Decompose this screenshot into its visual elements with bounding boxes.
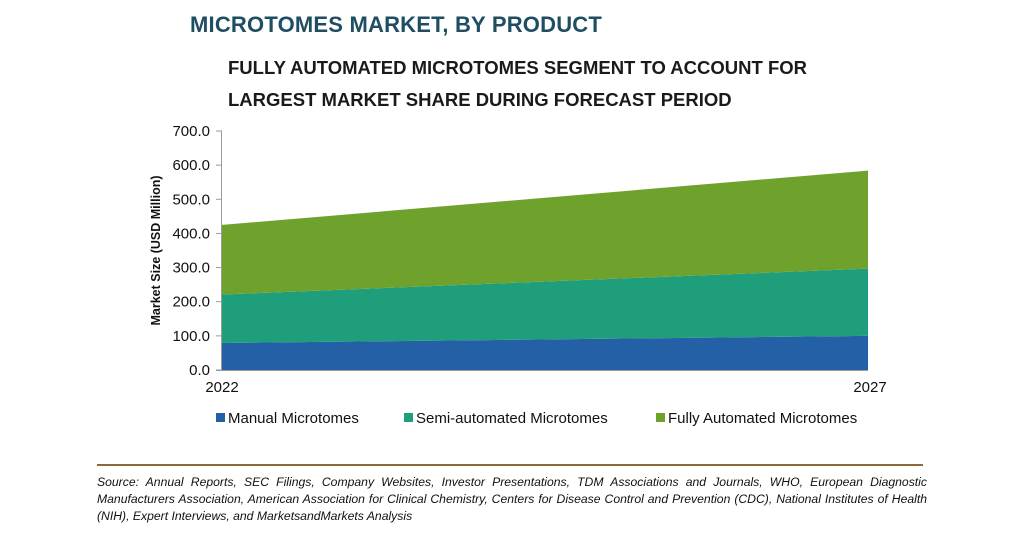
legend-label: Semi-automated Microtomes	[416, 410, 608, 427]
area-series-2	[222, 268, 868, 344]
y-tick-label: 600.0	[172, 157, 210, 174]
y-tick-label: 700.0	[172, 123, 210, 140]
y-tick-label: 200.0	[172, 294, 210, 311]
stacked-area-chart: 0.0 100.0 200.0 300.0 400.0 500.0 600.0 700.0 2…	[149, 123, 887, 427]
legend-label: Manual Microtomes	[228, 410, 359, 427]
y-tick-label: 300.0	[172, 260, 210, 277]
y-tick-label: 500.0	[172, 191, 210, 208]
area-series-1	[222, 335, 868, 370]
legend-item: Manual Microtomes	[216, 410, 359, 427]
legend-swatch	[656, 413, 665, 422]
chart-subtitle: FULLY AUTOMATED MICROTOMES SEGMENT TO AC…	[228, 57, 807, 110]
y-axis-ticks: 0.0 100.0 200.0 300.0 400.0 500.0 600.0 700.0	[172, 123, 222, 379]
legend-item: Semi-automated Microtomes	[404, 410, 608, 427]
source-divider	[97, 464, 923, 466]
y-tick-label: 100.0	[172, 328, 210, 345]
legend-swatch	[404, 413, 413, 422]
x-tick-label: 2022	[205, 379, 238, 396]
x-axis-ticks: 2022 2027	[205, 379, 886, 396]
y-axis-label: Market Size (USD Million)	[149, 175, 163, 325]
legend-item: Fully Automated Microtomes	[656, 410, 857, 427]
chart-legend: Manual Microtomes Semi-automated Microtom…	[216, 410, 857, 427]
source-note: Source: Annual Reports, SEC Filings, Com…	[97, 475, 927, 523]
x-tick-label: 2027	[853, 379, 886, 396]
legend-label: Fully Automated Microtomes	[668, 410, 857, 427]
y-tick-label: 0.0	[189, 362, 210, 379]
legend-swatch	[216, 413, 225, 422]
y-tick-label: 400.0	[172, 225, 210, 242]
chart-title: MICROTOMES MARKET, BY PRODUCT	[190, 12, 603, 37]
area-series-3	[222, 170, 868, 295]
chart-axes	[216, 131, 868, 371]
chart-areas	[222, 170, 868, 370]
